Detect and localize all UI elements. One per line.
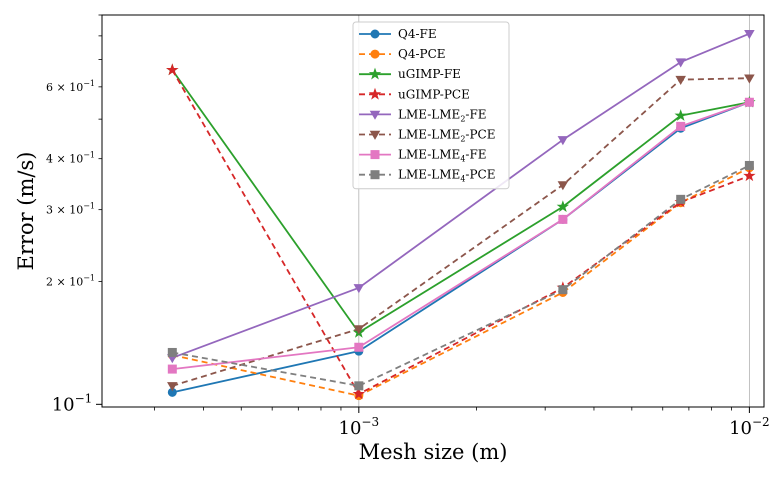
data-point <box>558 214 568 224</box>
series-6 <box>167 74 755 392</box>
data-point <box>167 364 177 374</box>
data-point <box>354 342 364 352</box>
data-point <box>676 194 686 204</box>
legend-marker <box>370 29 380 39</box>
y-axis-label: Error (m/s) <box>14 152 38 271</box>
y-minor-tick-label: 6 × 10−1 <box>46 79 95 94</box>
data-point <box>354 381 364 391</box>
x-axis-label: Mesh size (m) <box>359 440 508 464</box>
legend-label: LME-LME4-PCE <box>398 168 495 184</box>
data-point <box>353 325 365 335</box>
legend: Q4-FE Q4-PCE uGIMP-FE uGIMP-PCE LME-LME2-FE L… <box>352 21 510 190</box>
legend-label: Q4-PCE <box>398 47 446 61</box>
legend-label: LME-LME4-FE <box>398 148 487 164</box>
data-point <box>166 63 179 76</box>
data-point <box>557 181 569 191</box>
series-8 <box>167 160 754 391</box>
legend-label: LME-LME2-PCE <box>398 128 495 144</box>
data-point <box>744 74 755 84</box>
data-point <box>558 285 568 295</box>
plot-frame <box>101 14 765 408</box>
legend-label: uGIMP-PCE <box>398 87 470 101</box>
data-point <box>557 136 569 146</box>
legend-box <box>352 21 510 190</box>
data-point <box>674 109 687 121</box>
data-point <box>675 58 686 68</box>
data-point <box>676 121 686 131</box>
legend-marker <box>370 150 380 160</box>
y-minor-tick-label: 4 × 10−1 <box>46 151 95 166</box>
y-tick-label: 10−1 <box>52 391 93 415</box>
series-5 <box>167 29 755 364</box>
x-tick-label: 10−3 <box>339 415 380 439</box>
data-point <box>744 97 754 107</box>
data-point <box>743 169 756 182</box>
data-point <box>675 75 686 86</box>
legend-label: uGIMP-FE <box>398 67 461 81</box>
y-minor-tick-label: 2 × 10−1 <box>46 274 95 289</box>
legend-marker <box>368 87 382 100</box>
legend-marker <box>369 110 381 120</box>
legend-label: Q4-FE <box>398 27 437 41</box>
x-tick-label: 10−2 <box>729 415 770 439</box>
legend-label: LME-LME2-FE <box>398 107 487 123</box>
series-layer <box>166 29 756 401</box>
data-point <box>556 200 570 213</box>
y-minor-tick-label: 3 × 10−1 <box>46 202 95 217</box>
data-point <box>744 29 755 40</box>
data-point <box>744 160 754 170</box>
legend-marker <box>370 170 380 180</box>
legend-marker <box>369 130 381 140</box>
legend-marker <box>370 49 380 59</box>
data-point <box>167 347 177 357</box>
data-point <box>167 382 178 392</box>
data-point <box>353 284 365 294</box>
ticks-layer: 10−3 10−2 10−1 2 × 10−1 3 × 10−1 4 × 10−1 6 × … <box>46 14 770 439</box>
legend-marker <box>368 67 382 80</box>
data-point <box>352 387 366 400</box>
series-line <box>172 166 750 397</box>
series-7 <box>167 97 754 374</box>
